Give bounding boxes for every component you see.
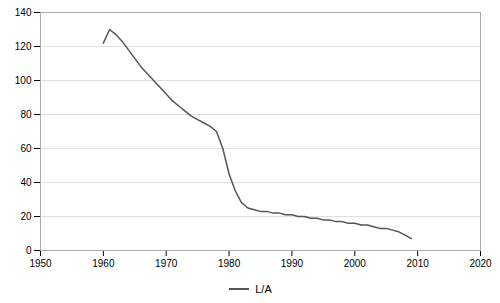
svg-text:1980: 1980 xyxy=(218,258,241,269)
svg-text:2020: 2020 xyxy=(469,258,492,269)
svg-text:100: 100 xyxy=(15,75,32,86)
svg-text:60: 60 xyxy=(20,143,32,154)
svg-text:0: 0 xyxy=(26,245,32,256)
svg-text:20: 20 xyxy=(20,211,32,222)
svg-text:140: 140 xyxy=(15,7,32,18)
html-text:L/A: L/A xyxy=(255,283,272,295)
svg-text:1960: 1960 xyxy=(92,258,115,269)
svg-text:2000: 2000 xyxy=(344,258,367,269)
svg-text:1970: 1970 xyxy=(155,258,178,269)
svg-text:80: 80 xyxy=(20,109,32,120)
svg-text:1990: 1990 xyxy=(281,258,304,269)
svg-text:120: 120 xyxy=(15,41,32,52)
svg-text:40: 40 xyxy=(20,177,32,188)
svg-text:2010: 2010 xyxy=(407,258,430,269)
svg-text:1950: 1950 xyxy=(29,258,52,269)
